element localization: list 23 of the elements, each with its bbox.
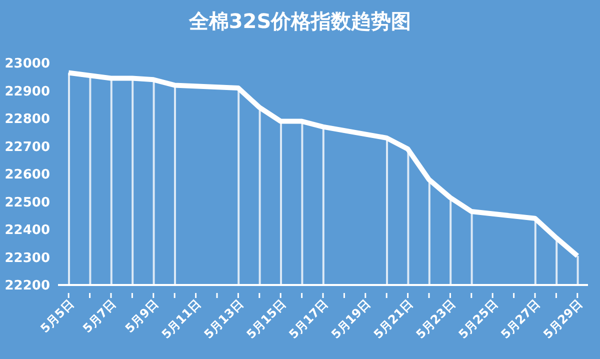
x-tick-label: 5月9日 (122, 296, 162, 336)
y-tick-label: 22900 (4, 84, 50, 100)
x-tick-label: 5月15日 (244, 296, 288, 342)
chart-title: 全棉32S价格指数趋势图 (188, 8, 412, 35)
x-tick-label: 5月29日 (540, 296, 586, 342)
y-tick-label: 22500 (4, 195, 50, 210)
y-tick-label: 22400 (4, 223, 50, 238)
y-tick-label: 22700 (4, 140, 50, 155)
x-tick-label: 5月21日 (370, 296, 416, 342)
y-tick-label: 22800 (4, 112, 50, 128)
x-tick-label: 5月23日 (413, 296, 458, 342)
x-tick-label: 5月13日 (201, 296, 246, 342)
x-tick-label: 5月19日 (328, 296, 374, 342)
x-tick-label: 5月17日 (286, 296, 331, 342)
x-tick-label: 5月5日 (38, 296, 76, 336)
y-tick-label: 22600 (4, 168, 50, 183)
y-tick-label: 23000 (4, 56, 50, 72)
x-tick-label: 5月27日 (498, 296, 543, 342)
x-tick-label: 5月11日 (158, 296, 204, 342)
y-tick-label: 22300 (4, 250, 50, 266)
x-tick-label: 5月25日 (456, 296, 500, 342)
x-tick-label: 5月7日 (80, 296, 119, 336)
y-tick-label: 22200 (4, 278, 50, 294)
